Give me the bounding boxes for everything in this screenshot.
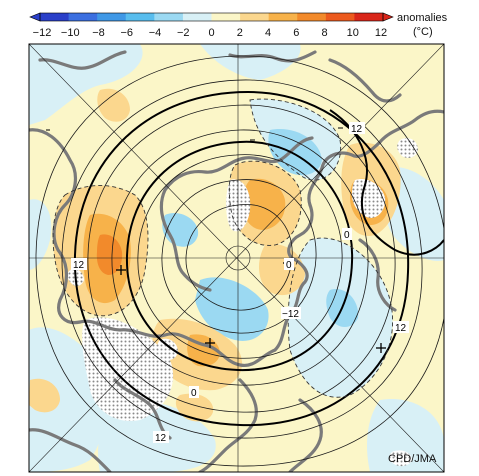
color-scale-swatch xyxy=(297,13,327,21)
color-scale-swatches xyxy=(29,12,394,22)
strongest-warm-anomaly-region xyxy=(96,234,123,275)
color-scale-bar: −12 −10 −8 −6 −4 −2 0 2 4 6 8 10 12 anomalies (°C) xyxy=(29,12,448,39)
contour-label: 12 xyxy=(155,433,167,444)
color-scale-swatch xyxy=(268,13,298,21)
color-scale-tick-label: −4 xyxy=(149,27,162,39)
color-scale-tick-label: 4 xyxy=(265,27,271,39)
color-scale-tick-label: 12 xyxy=(375,27,387,39)
color-scale-tick-label: −2 xyxy=(177,27,190,39)
color-scale-tick-label: 0 xyxy=(208,27,214,39)
minus-markers xyxy=(46,127,343,141)
color-scale-ticks: −12 −10 −8 −6 −4 −2 0 2 4 6 8 10 12 xyxy=(33,27,387,39)
color-scale-swatch xyxy=(182,13,212,21)
credit-label: CPD/JMA xyxy=(388,453,437,465)
color-scale-unit: (°C) xyxy=(413,26,433,38)
color-scale-tick-label: 8 xyxy=(321,27,327,39)
contour-labels: 12 0 12 −12 0 12 12 0 xyxy=(71,122,409,444)
color-scale-outline xyxy=(39,12,384,22)
contour-label: 0 xyxy=(286,260,292,271)
contour-label: 0 xyxy=(344,230,350,241)
color-scale-swatch xyxy=(211,13,241,21)
contour-label: 12 xyxy=(395,323,407,334)
color-scale-swatch xyxy=(325,13,355,21)
color-scale-title: anomalies xyxy=(397,12,448,24)
contour-label: 12 xyxy=(351,124,363,135)
map-frame xyxy=(28,43,445,473)
color-scale-tick-label: 6 xyxy=(293,27,299,39)
color-scale-tick-label: −12 xyxy=(33,27,52,39)
color-scale-swatch xyxy=(240,13,270,21)
contour-label: −12 xyxy=(282,309,299,320)
color-scale-swatch xyxy=(154,13,184,21)
color-scale-tick-label: 2 xyxy=(237,27,243,39)
height-contours-thin xyxy=(35,55,444,467)
color-scale-tick-label: −10 xyxy=(61,27,80,39)
lat-lon-grid xyxy=(29,44,444,472)
contour-label: 12 xyxy=(73,260,85,271)
color-scale-tick-label: −8 xyxy=(92,27,105,39)
contour-label: 0 xyxy=(191,388,197,399)
color-scale-swatch xyxy=(40,13,70,21)
height-contours-thick xyxy=(73,90,444,427)
color-scale-swatch xyxy=(354,13,384,21)
color-scale-tick-label: 10 xyxy=(347,27,359,39)
color-scale-tick-label: −6 xyxy=(120,27,133,39)
color-scale-swatch xyxy=(97,13,127,21)
color-scale-swatch xyxy=(125,13,155,21)
color-scale-swatch xyxy=(68,13,98,21)
